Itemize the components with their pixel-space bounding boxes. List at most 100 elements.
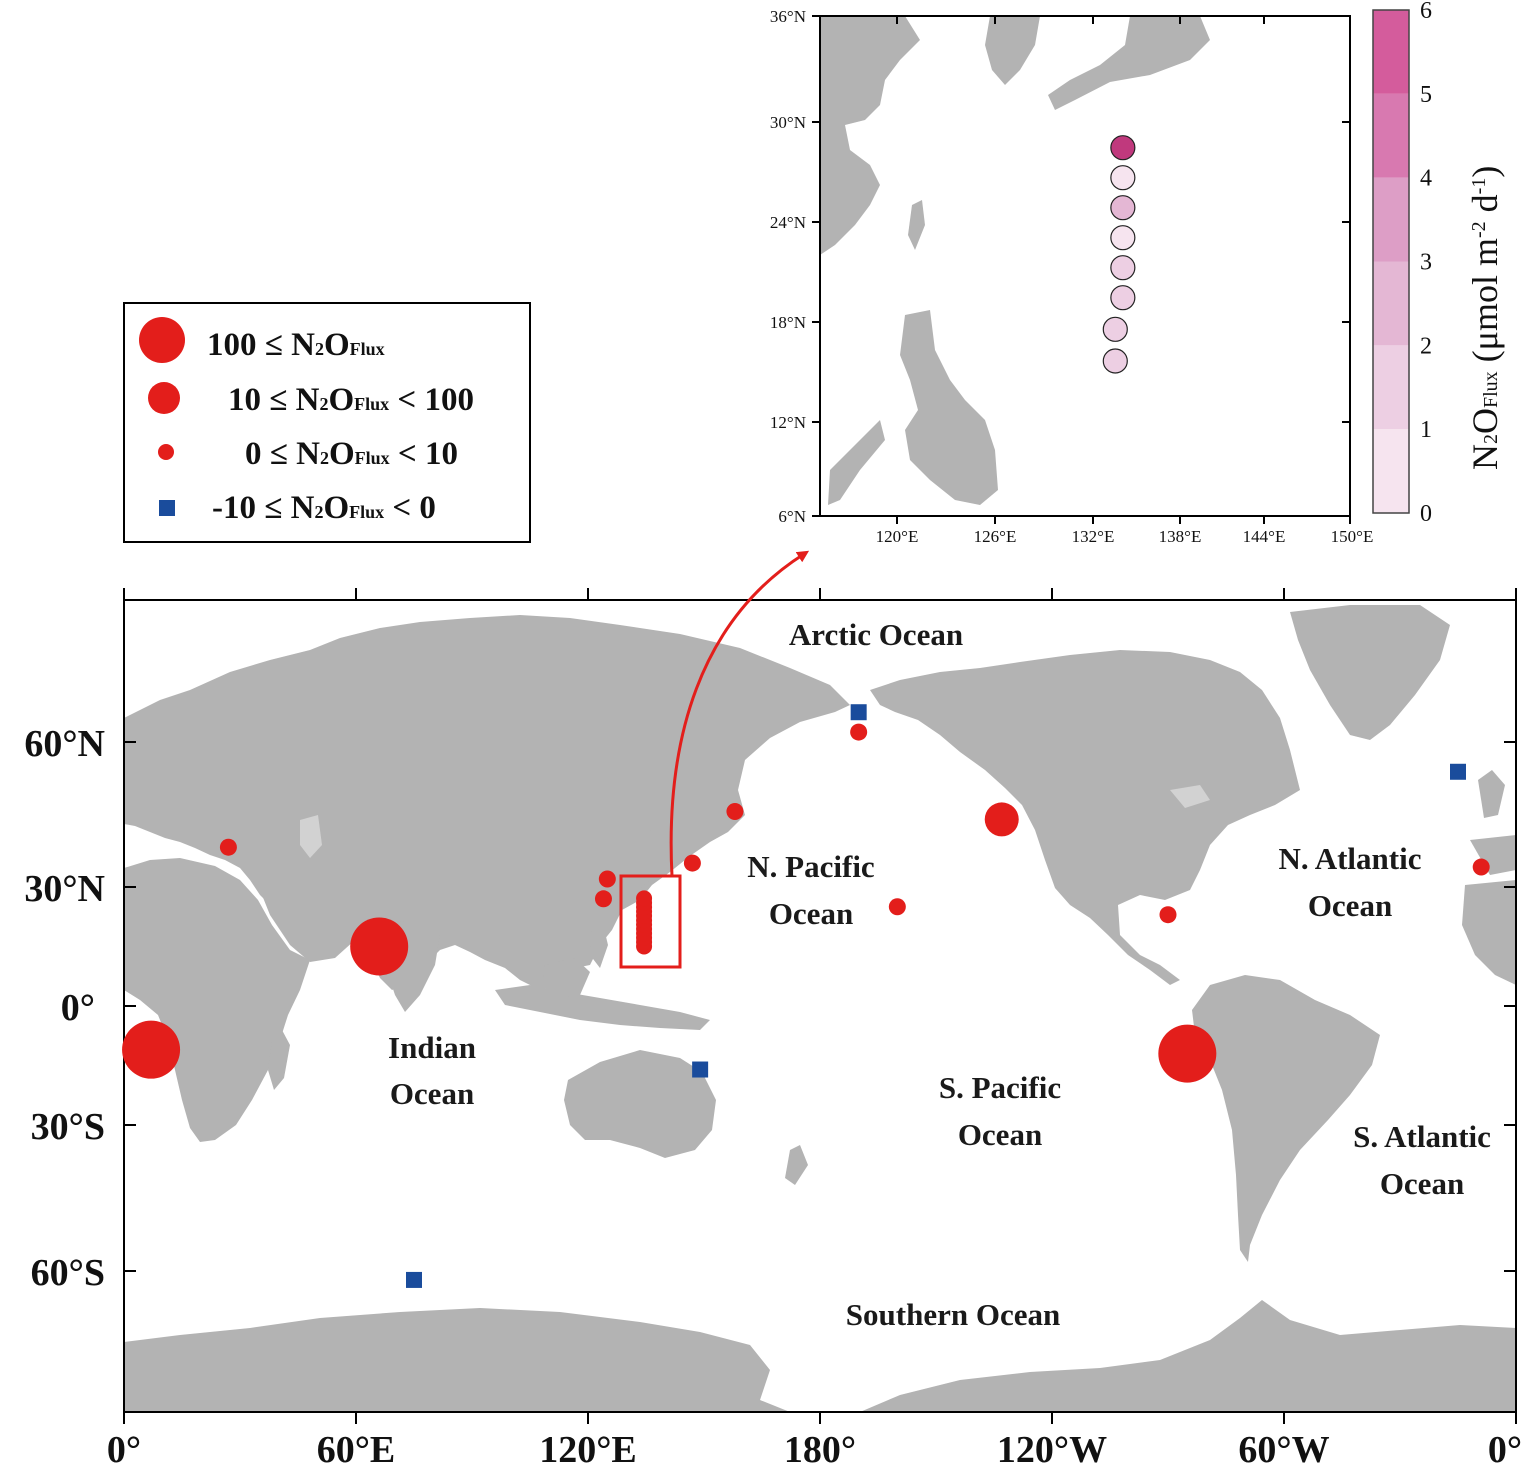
lon-label-120w: 120°W: [997, 1429, 1107, 1471]
inset-lat-30n: 30°N: [770, 113, 806, 132]
site-marker: [1472, 858, 1490, 876]
site-marker: [350, 917, 409, 976]
inset-lon-150e: 150°E: [1331, 527, 1374, 546]
west-africa-landmass: [1462, 880, 1516, 985]
lon-label-60e: 60°E: [317, 1429, 396, 1471]
inset-china-landmass: [820, 16, 920, 255]
uk-landmass: [1478, 770, 1505, 818]
zoom-arrow: [669, 550, 810, 877]
inset-lon-126e: 126°E: [974, 527, 1017, 546]
transect-marker: [636, 890, 653, 907]
lat-label-60n: 60°N: [24, 723, 105, 765]
borneo-landmass: [542, 958, 590, 998]
inset-station-marker: [1110, 135, 1136, 161]
main-map-land: [124, 605, 1516, 1412]
ocean-label-n-atlantic-2: Ocean: [1308, 888, 1392, 923]
colorbar-block: [1373, 261, 1409, 346]
iberia-landmass: [1470, 835, 1516, 875]
caspian-sea: [300, 815, 322, 858]
inset-station-marker: [1110, 225, 1136, 251]
inset-lat-36n: 36°N: [770, 7, 806, 26]
inset-station-marker: [1102, 348, 1128, 374]
site-marker-negative: [850, 704, 867, 721]
colorbar-block: [1373, 93, 1409, 178]
inset-lon-138e: 138°E: [1159, 527, 1202, 546]
inset-japan-landmass: [1048, 16, 1210, 110]
ocean-label-s-atlantic-1: S. Atlantic: [1353, 1119, 1491, 1154]
colorbar-tick-label: 1: [1420, 417, 1432, 443]
lon-label-120e: 120°E: [539, 1429, 637, 1471]
lon-label-180: 180°: [784, 1429, 856, 1471]
site-marker: [850, 723, 868, 741]
ocean-label-indian-2: Ocean: [390, 1076, 474, 1111]
colorbar-block: [1373, 345, 1409, 430]
lat-label-60s: 60°S: [31, 1252, 105, 1294]
inset-station-marker: [1110, 285, 1136, 311]
madagascar-landmass: [268, 1030, 290, 1090]
main-sites: [122, 704, 1490, 1288]
indonesia-landmass: [495, 985, 710, 1030]
inset-lat-12n: 12°N: [770, 413, 806, 432]
lon-label-0-right: 0°: [1488, 1429, 1522, 1471]
inset-palawan-landmass: [828, 420, 885, 505]
site-marker: [598, 870, 616, 888]
site-marker: [984, 802, 1019, 837]
legend-box: [123, 302, 531, 543]
colorbar-tick-label: 4: [1420, 166, 1432, 192]
main-lon-axis: 0° 60°E 120°E 180° 120°W 60°W 0°: [107, 588, 1522, 1471]
inset-lon-132e: 132°E: [1072, 527, 1115, 546]
site-marker: [1158, 1024, 1217, 1083]
inset-station-marker: [1102, 316, 1128, 342]
ocean-label-s-atlantic-2: Ocean: [1380, 1166, 1464, 1201]
inset-frame: [819, 15, 1351, 517]
inset-philippines-landmass: [900, 310, 998, 505]
colorbar-tick-label: 6: [1420, 0, 1432, 24]
arabia-landmass: [260, 890, 355, 962]
inset-map: 36°N 30°N 24°N 18°N 12°N 6°N 120°E 126°E…: [770, 7, 1373, 546]
site-marker-negative: [692, 1061, 709, 1078]
inset-station-marker: [1110, 255, 1136, 281]
colorbar: 0 1 2 3 4 5 6 N2OFlux (μmol m-2 d-1): [1372, 0, 1505, 527]
inset-lon-120e: 120°E: [876, 527, 919, 546]
legend: 100 ≤ N2OFlux 10 ≤ N2OFlux < 100 0 ≤ N2O…: [123, 302, 531, 543]
philippines-landmass: [590, 920, 608, 968]
main-map: [123, 599, 1517, 1413]
ocean-label-s-pacific-2: Ocean: [958, 1117, 1042, 1152]
site-marker: [219, 838, 237, 856]
colorbar-ticks: 0 1 2 3 4 5 6: [1420, 0, 1432, 527]
legend-label-1: 100 ≤ N2OFlux: [207, 327, 385, 363]
transect-highlight-box: [619, 874, 682, 969]
legend-label-3: 0 ≤ N2OFlux < 10: [245, 436, 458, 472]
inset-stations: [1102, 135, 1136, 374]
inset-lon-144e: 144°E: [1243, 527, 1286, 546]
inset-taiwan-landmass: [908, 200, 925, 250]
antarctica-east-landmass: [860, 1300, 1516, 1412]
legend-symbol-large: [139, 317, 185, 363]
ocean-label-n-pacific-2: Ocean: [769, 896, 853, 931]
ocean-label-indian-1: Indian: [388, 1030, 476, 1065]
eurasia-landmass: [124, 615, 850, 990]
ocean-label-southern: Southern Ocean: [846, 1297, 1060, 1332]
colorbar-tick-label: 2: [1420, 333, 1432, 359]
main-lat-axis: 60°N 30°N 0° 30°S 60°S: [24, 723, 1516, 1294]
colorbar-blocks: [1373, 10, 1409, 513]
australia-landmass: [564, 1050, 716, 1158]
inset-station-marker: [1110, 165, 1136, 191]
site-marker-negative: [1450, 763, 1466, 780]
inset-lat-6n: 6°N: [778, 507, 806, 526]
north-america-landmass: [870, 650, 1300, 985]
colorbar-tick-label: 5: [1420, 82, 1432, 108]
ocean-label-arctic: Arctic Ocean: [789, 617, 963, 652]
colorbar-block: [1373, 177, 1409, 262]
inset-korea-landmass: [985, 16, 1040, 85]
site-marker: [594, 890, 612, 908]
ocean-label-n-atlantic-1: N. Atlantic: [1279, 841, 1422, 876]
lat-label-30s: 30°S: [31, 1106, 105, 1148]
legend-symbol-square: [159, 500, 175, 516]
south-america-landmass: [1192, 975, 1380, 1262]
lat-label-30n: 30°N: [24, 868, 105, 910]
inset-station-marker: [1110, 195, 1136, 221]
legend-label-2: 10 ≤ N2OFlux < 100: [228, 382, 474, 418]
inset-axes: 36°N 30°N 24°N 18°N 12°N 6°N 120°E 126°E…: [770, 7, 1373, 546]
ocean-label-s-pacific-1: S. Pacific: [939, 1070, 1061, 1105]
